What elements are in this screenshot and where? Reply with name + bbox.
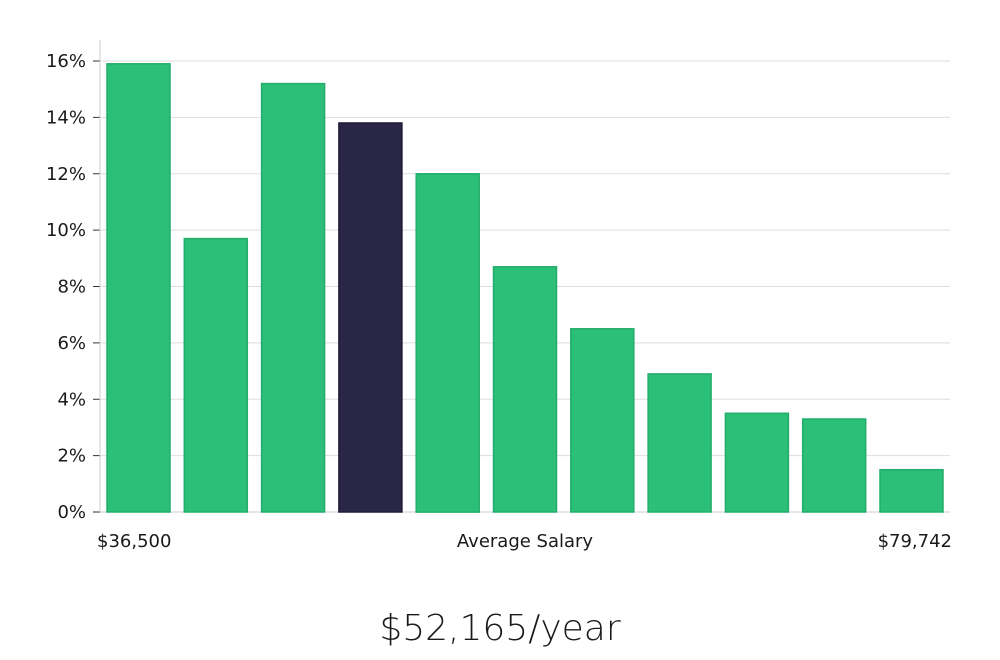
bar <box>879 468 944 513</box>
y-axis-ticks: 0% 2% 4% 6% 8% 10% 12% 14% 16% <box>46 51 100 523</box>
bar <box>183 237 249 513</box>
y-tick-label: 6% <box>57 333 86 354</box>
average-salary-value: $52,165/year <box>379 608 621 649</box>
bar <box>415 173 480 513</box>
bar <box>106 63 171 513</box>
bar <box>492 266 558 513</box>
salary-histogram: 0% 2% 4% 6% 8% 10% 12% 14% 16% $36,500 Average S… <box>46 40 952 552</box>
y-tick-label: 4% <box>57 389 86 410</box>
y-tick-label: 14% <box>46 107 86 128</box>
bar <box>260 82 326 513</box>
y-tick-label: 12% <box>46 164 86 185</box>
y-tick-label: 0% <box>57 502 86 523</box>
bar <box>724 412 790 513</box>
bar-highlighted <box>338 122 403 513</box>
x-axis-min-label: $36,500 <box>97 531 171 552</box>
bar <box>570 328 635 513</box>
x-axis-title: Average Salary <box>457 531 594 552</box>
x-axis-max-label: $79,742 <box>878 531 952 552</box>
y-tick-label: 2% <box>57 446 86 467</box>
y-tick-label: 8% <box>57 277 86 298</box>
bar <box>801 418 867 513</box>
y-tick-label: 16% <box>46 51 86 72</box>
y-tick-label: 10% <box>46 220 86 241</box>
bar <box>647 373 712 513</box>
bars <box>106 63 944 513</box>
